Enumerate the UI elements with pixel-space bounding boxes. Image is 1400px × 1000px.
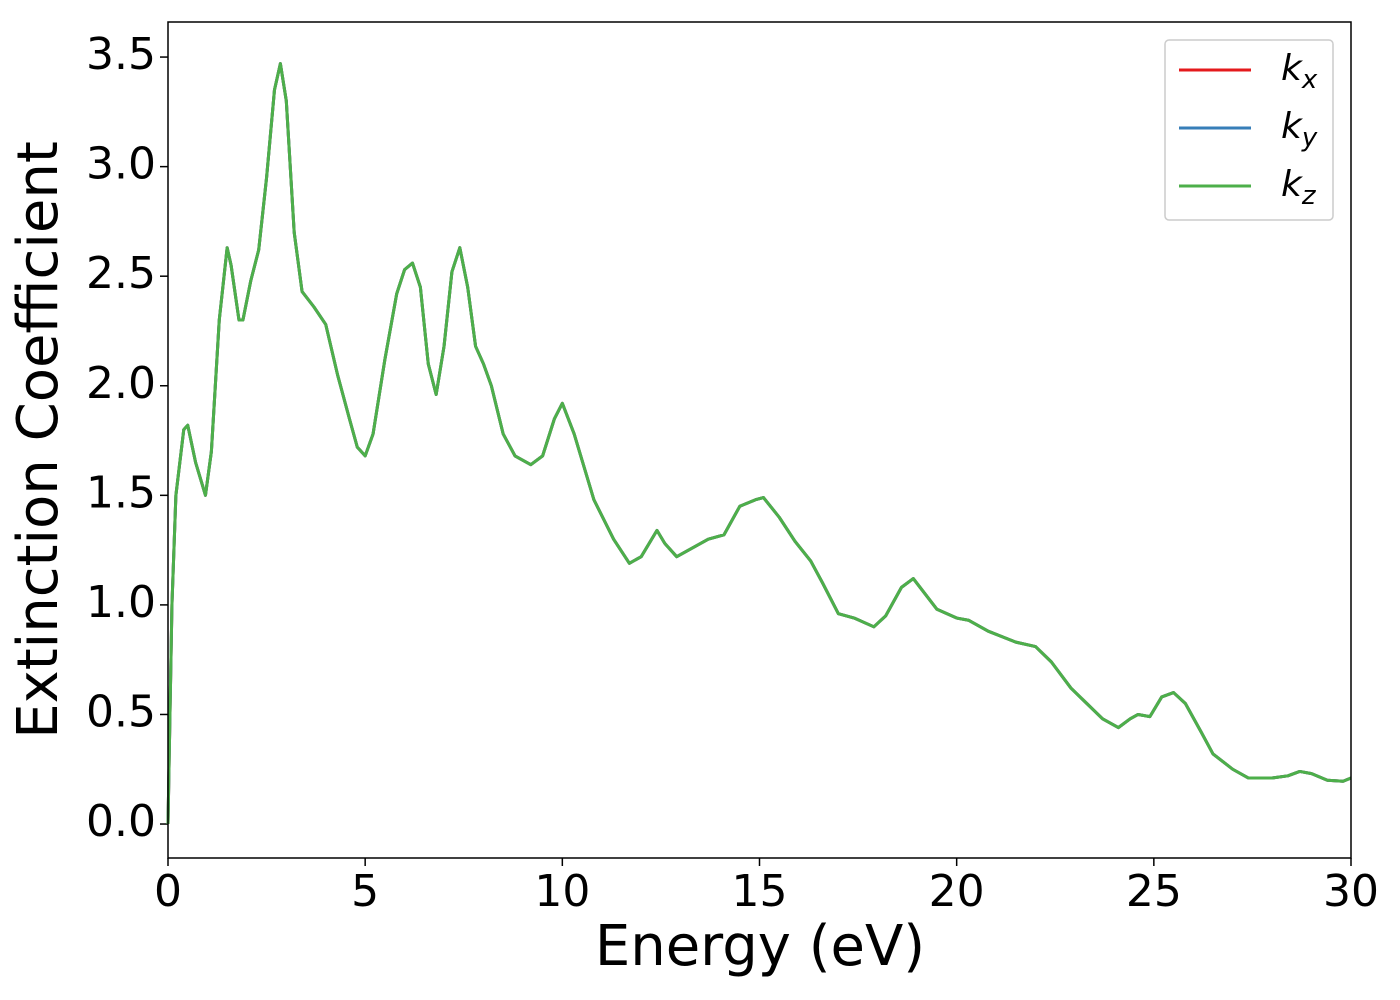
y-axis-label: Extinction Coefficient — [6, 141, 71, 739]
x-tick-label: 25 — [1126, 866, 1182, 917]
x-tick-label: 5 — [351, 866, 379, 917]
x-tick-label: 20 — [929, 866, 985, 917]
y-tick-label: 1.0 — [86, 577, 156, 628]
y-tick-label: 2.0 — [86, 358, 156, 409]
x-axis-label: Energy (eV) — [595, 914, 925, 979]
series-line — [166, 62, 1352, 825]
x-tick-label: 0 — [154, 866, 182, 917]
y-tick-label: 2.5 — [86, 248, 156, 299]
x-tick-label: 30 — [1323, 866, 1379, 917]
y-tick-label: 3.5 — [86, 29, 156, 80]
plot-frame — [167, 21, 1352, 859]
y-tick-label: 3.0 — [86, 139, 156, 190]
legend-label: kz — [1281, 164, 1317, 211]
legend-box — [1164, 39, 1334, 221]
x-tick-label: 15 — [732, 866, 788, 917]
y-tick-label: 0.0 — [86, 796, 156, 847]
x-tick-label: 10 — [534, 866, 590, 917]
y-tick-label: 1.5 — [86, 467, 156, 518]
legend-label: ky — [1281, 106, 1318, 153]
y-tick-label: 0.5 — [86, 686, 156, 737]
legend-label: kx — [1281, 48, 1318, 95]
